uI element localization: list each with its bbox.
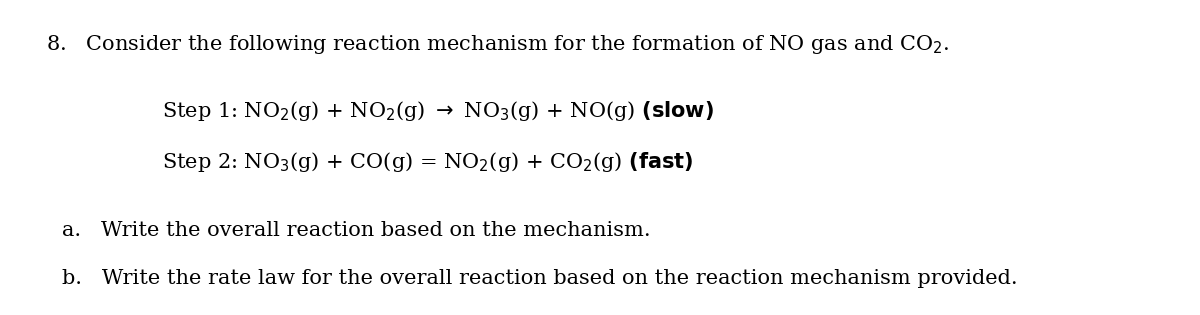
Text: a.   Write the overall reaction based on the mechanism.: a. Write the overall reaction based on t…	[62, 220, 652, 239]
Text: 8.   Consider the following reaction mechanism for the formation of NO gas and C: 8. Consider the following reaction mecha…	[46, 33, 949, 56]
Text: b.   Write the rate law for the overall reaction based on the reaction mechanism: b. Write the rate law for the overall re…	[62, 269, 1018, 288]
Text: Step 2: NO$_3$(g) + CO(g) = NO$_2$(g) + CO$_2$(g) $\mathbf{(fast)}$: Step 2: NO$_3$(g) + CO(g) = NO$_2$(g) + …	[162, 150, 694, 174]
Text: Step 1: NO$_2$(g) + NO$_2$(g) $\rightarrow$ NO$_3$(g) + NO(g) $\mathbf{(slow)}$: Step 1: NO$_2$(g) + NO$_2$(g) $\rightarr…	[162, 99, 714, 123]
